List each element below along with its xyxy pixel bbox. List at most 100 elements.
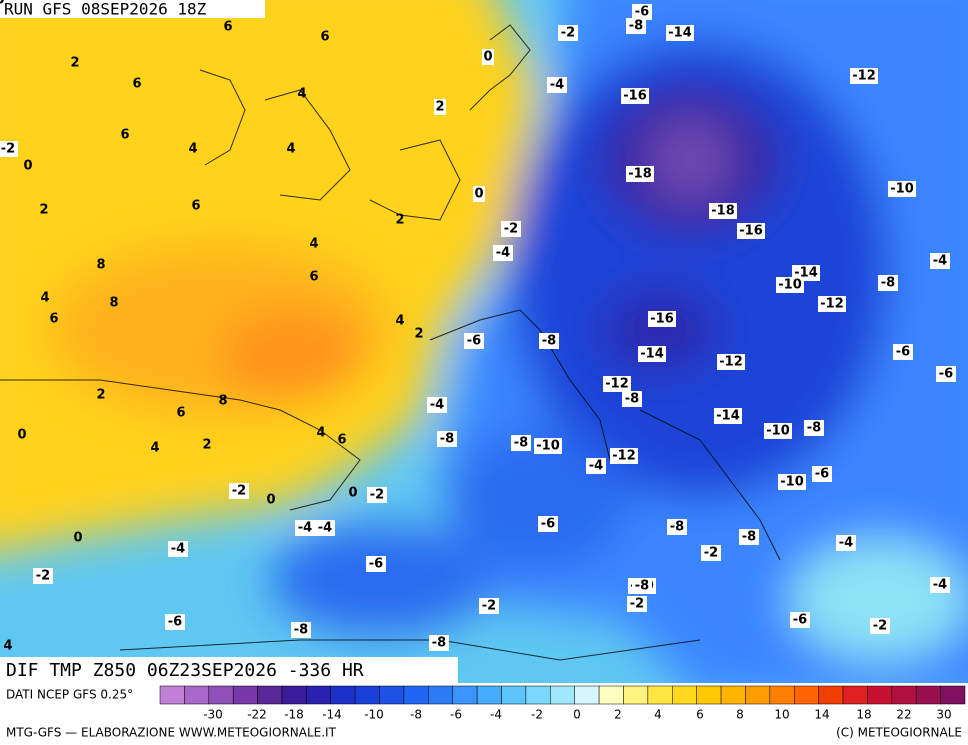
contour-label-box (701, 545, 721, 561)
contour-label: 8 (218, 394, 227, 409)
contour-label: 6 (223, 20, 232, 35)
contour-label-box (437, 431, 457, 447)
contour-label-box (229, 483, 249, 499)
contour-label-box (930, 253, 950, 269)
colorbar-tick-label: -30 (203, 708, 223, 722)
colorbar-swatch (574, 685, 600, 705)
contour-label-box (315, 520, 335, 536)
contour-label: -4 (430, 398, 444, 413)
contour-label-box (667, 519, 687, 535)
contour-label: 4 (150, 441, 159, 456)
contour-label-box (626, 166, 654, 182)
colorbar-swatch (793, 685, 819, 705)
contour-label-box (622, 391, 642, 407)
contour-label: -6 (815, 467, 829, 482)
contour-label: -2 (630, 597, 644, 612)
contour-label-box (434, 99, 446, 115)
contour-label: 0 (474, 187, 483, 202)
contour-label-box (764, 423, 792, 439)
contour-label-box (936, 366, 956, 382)
contour-label: -12 (719, 355, 743, 370)
contour-label: 6 (309, 270, 318, 285)
contour-label: -10 (536, 439, 560, 454)
contour-label: -2 (370, 488, 384, 503)
contour-label: -12 (605, 377, 629, 392)
contour-label-box (818, 296, 846, 312)
contour-label: -2 (504, 222, 518, 237)
contour-label: 2 (96, 388, 105, 403)
contour-label-box (836, 535, 856, 551)
contour-label: -6 (793, 613, 807, 628)
contour-label: 6 (191, 199, 200, 214)
contour-label-box (366, 556, 386, 572)
contour-label-box (714, 408, 742, 424)
contour-label-box (534, 438, 562, 454)
colorbar-swatch (745, 685, 771, 705)
contour-label: 6 (320, 30, 329, 45)
contour-label: 6 (337, 433, 346, 448)
contour-label: 0 (17, 428, 26, 443)
colorbar-swatch (891, 685, 917, 705)
contour-label: -2 (36, 569, 50, 584)
header-box (0, 0, 265, 18)
contour-label: -4 (933, 578, 947, 593)
contour-label-box (621, 88, 649, 104)
contour-label-box (812, 466, 832, 482)
contour-label-box (709, 203, 737, 219)
contour-label: -6 (369, 557, 383, 572)
run-label: RUN GFS 08SEP2026 18Z (4, 0, 207, 19)
colorbar-tick-label: 4 (654, 708, 662, 722)
contour-label-box (165, 614, 185, 630)
contour-label-box (429, 635, 449, 651)
colorbar-swatch (452, 685, 478, 705)
contour-label-box (558, 25, 578, 41)
contour-label: -16 (623, 89, 647, 104)
contour-label: 2 (395, 213, 404, 228)
contour-label: -6 (541, 517, 555, 532)
colorbar-tick-label: -22 (247, 708, 267, 722)
contour-label-box (638, 346, 666, 362)
contour-label-box (739, 529, 759, 545)
contour-label: -2 (232, 484, 246, 499)
contour-label: 6 (49, 312, 58, 327)
contour-label: -10 (890, 182, 914, 197)
colorbar-swatch (769, 685, 795, 705)
contour-label: -6 (635, 5, 649, 20)
contour-label: 8 (109, 296, 118, 311)
contour-label: -6 (168, 615, 182, 630)
contour-label-box (493, 245, 513, 261)
contour-label: -6 (896, 345, 910, 360)
contour-label: -6 (939, 367, 953, 382)
contour-label: -4 (496, 246, 510, 261)
colorbar-tick-label: 0 (573, 708, 581, 722)
colorbar-swatch (647, 685, 673, 705)
colorbar-swatch (672, 685, 697, 705)
contour-label: -12 (820, 297, 844, 312)
contour-label: 4 (286, 142, 295, 157)
contour-label-box (168, 541, 188, 557)
contour-label: 4 (309, 237, 318, 252)
contour-label: -12 (612, 449, 636, 464)
contour-label: 2 (70, 56, 79, 71)
colorbar-swatch (842, 685, 868, 705)
contour-label: 8 (96, 258, 105, 273)
colorbar: -30 -22 -18 -14 -10 -8 -6 -4 -2 0 2 4 6 8 10 14 18 22 30 (159, 685, 966, 722)
data-source: DATI NCEP GFS 0.25° (6, 688, 133, 702)
colorbar-swatch (281, 685, 307, 705)
colorbar-swatch (525, 685, 551, 705)
contour-label-box (482, 49, 494, 65)
contour-label-box (464, 333, 484, 349)
colorbar-swatch (598, 685, 624, 705)
colorbar-swatch (818, 685, 844, 705)
contour-label: -6 (467, 334, 481, 349)
colorbar-swatch (501, 685, 527, 705)
colorbar-tick-label: -6 (450, 708, 462, 722)
contour-label-box (930, 577, 950, 593)
colorbar-tick-label: 14 (814, 708, 829, 722)
contour-label-box (610, 448, 638, 464)
contour-label-box (539, 333, 559, 349)
contour-label: -10 (778, 278, 802, 293)
footer-box (0, 657, 458, 683)
contour-label-box (632, 4, 652, 20)
contour-label-box (632, 578, 652, 594)
